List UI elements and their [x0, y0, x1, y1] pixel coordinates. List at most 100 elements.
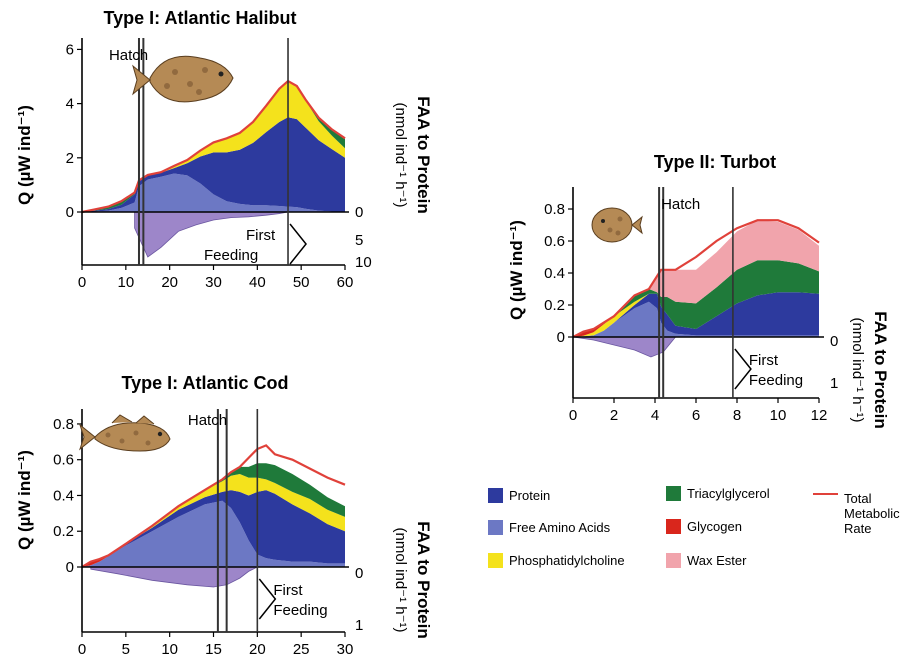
- fish-spot: [615, 230, 621, 236]
- y2-axis-units: (nmol ind⁻¹ h⁻¹): [392, 527, 409, 632]
- chart-title: Type I: Atlantic Cod: [121, 373, 288, 393]
- x-tick-label: 25: [293, 641, 310, 658]
- legend-label-total: Total: [844, 491, 872, 506]
- x-tick-label: 40: [249, 274, 266, 291]
- y2-tick-label: 0: [830, 333, 838, 350]
- y2-tick-label: 10: [355, 254, 372, 271]
- y-tick-label: 0: [557, 329, 565, 346]
- y-axis-label: Q (µW ind⁻¹): [15, 105, 34, 205]
- x-tick-label: 12: [811, 407, 828, 424]
- first-feeding-label: Feeding: [749, 372, 803, 389]
- legend-label-protein: Protein: [509, 488, 550, 503]
- fish-body: [149, 55, 234, 103]
- area-phosphatidylcholine: [573, 292, 819, 337]
- x-tick-label: 6: [692, 407, 700, 424]
- x-tick-label: 10: [161, 641, 178, 658]
- area-protein: [573, 292, 819, 337]
- area-triacylglycerol: [573, 260, 819, 337]
- area-faa-to-protein: [134, 211, 289, 258]
- area-wax_ester: [573, 220, 819, 337]
- first-feeding-label: Feeding: [204, 247, 258, 264]
- y2-axis-label: FAA to Protein: [414, 521, 433, 638]
- fish-eye: [157, 431, 163, 437]
- fish-spot: [145, 440, 151, 446]
- legend-label-glycogen: Glycogen: [687, 519, 742, 534]
- x-tick-label: 4: [651, 407, 659, 424]
- x-tick-label: 20: [249, 641, 266, 658]
- fish-spot: [187, 81, 193, 87]
- line-total-metabolic-rate: [81, 444, 346, 568]
- legend-label-phosphatidylcholine: Phosphatidylcholine: [509, 553, 625, 568]
- fish-icon: [591, 207, 643, 243]
- y2-tick-label: 1: [355, 617, 363, 634]
- fish-spot: [202, 67, 208, 73]
- area-faa: [82, 500, 345, 567]
- first-feeding-bracket: [289, 223, 307, 265]
- fish-tail: [631, 215, 643, 235]
- first-feeding-label: First: [273, 582, 303, 599]
- y-tick-label: 0.2: [544, 297, 565, 314]
- fish-spot: [617, 216, 623, 222]
- x-tick-label: 10: [770, 407, 787, 424]
- legend-swatch-phosphatidylcholine: [488, 553, 503, 568]
- x-tick-label: 30: [205, 274, 222, 291]
- legend-swatch-glycogen: [666, 519, 681, 534]
- x-tick-label: 20: [161, 274, 178, 291]
- y-tick-label: 0.2: [53, 523, 74, 540]
- fish-eye: [601, 219, 605, 223]
- fish-spot: [133, 430, 139, 436]
- fish-icon: [132, 55, 234, 103]
- y-tick-label: 2: [66, 150, 74, 167]
- fish-spot: [105, 432, 111, 438]
- y-tick-label: 0: [66, 204, 74, 221]
- y-tick-label: 4: [66, 96, 74, 113]
- area-protein: [82, 490, 345, 567]
- y2-tick-label: 5: [355, 232, 363, 249]
- legend-label-triacylglycerol: Triacylglycerol: [687, 486, 770, 501]
- y-axis-label: Q (µW ind⁻¹): [15, 450, 34, 550]
- fish-eye: [218, 71, 224, 77]
- legend-swatch-triacylglycerol: [666, 486, 681, 501]
- hatch-label: Hatch: [661, 196, 700, 213]
- fish-spot: [607, 227, 613, 233]
- y-tick-label: 0.4: [53, 487, 74, 504]
- legend-label-total: Metabolic: [844, 506, 900, 521]
- area-faa: [573, 301, 819, 337]
- fish-icon: [78, 414, 171, 452]
- fish-spot: [164, 83, 170, 89]
- first-feeding-label: First: [749, 352, 779, 369]
- area-faa: [82, 173, 345, 212]
- fish-spot: [172, 69, 178, 75]
- x-tick-label: 50: [293, 274, 310, 291]
- legend-label-faa: Free Amino Acids: [509, 520, 611, 535]
- x-tick-label: 15: [205, 641, 222, 658]
- x-tick-label: 8: [733, 407, 741, 424]
- hatch-label: Hatch: [109, 47, 148, 64]
- first-feeding-label: Feeding: [273, 602, 327, 619]
- y-tick-label: 0.6: [53, 452, 74, 469]
- fish-tail: [78, 423, 96, 451]
- legend: Protein Free Amino Acids Phosphatidylcholi…: [488, 486, 900, 568]
- fish-body: [591, 207, 633, 243]
- x-tick-label: 60: [337, 274, 354, 291]
- hatch-label: Hatch: [188, 412, 227, 429]
- x-tick-label: 2: [610, 407, 618, 424]
- legend-label-total: Rate: [844, 521, 871, 536]
- y-tick-label: 0.4: [544, 265, 565, 282]
- x-tick-label: 10: [117, 274, 134, 291]
- legend-swatch-wax_ester: [666, 553, 681, 568]
- legend-swatch-protein: [488, 488, 503, 503]
- fish-fins: [111, 414, 155, 425]
- x-tick-label: 0: [78, 641, 86, 658]
- x-tick-label: 0: [569, 407, 577, 424]
- y-tick-label: 0.6: [544, 233, 565, 250]
- y2-tick-label: 0: [355, 565, 363, 582]
- fish-spot: [119, 438, 125, 444]
- y-tick-label: 0.8: [53, 416, 74, 433]
- fish-body: [94, 422, 171, 452]
- y2-axis-label: FAA to Protein: [414, 96, 433, 213]
